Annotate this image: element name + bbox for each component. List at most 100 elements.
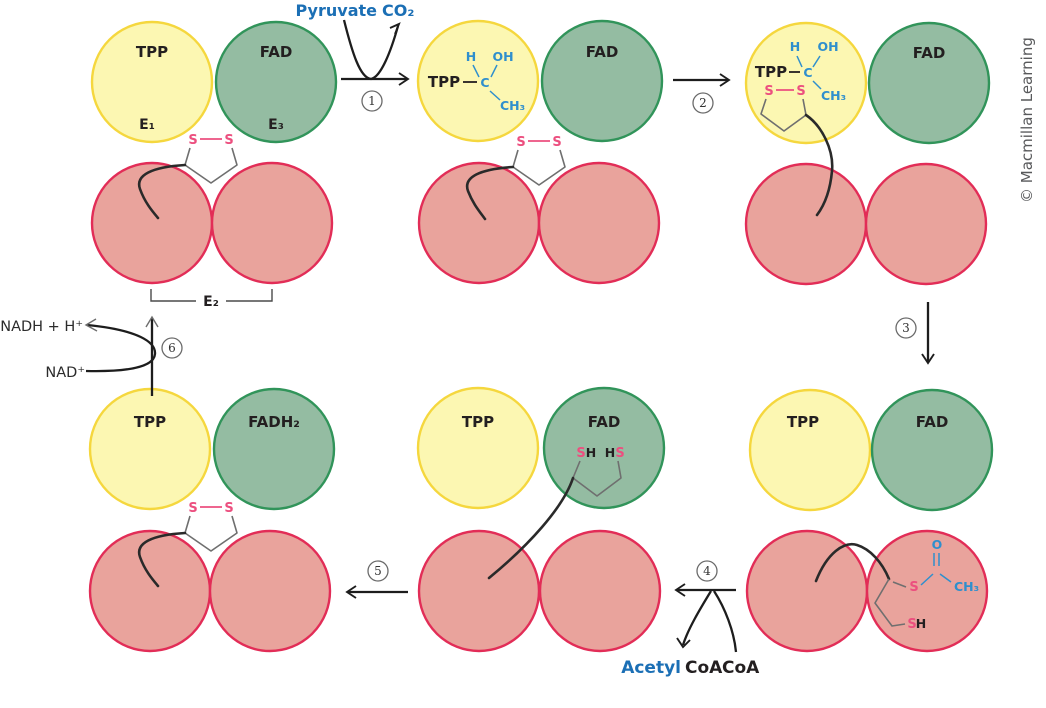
- panel-1: TPP E₁ FAD E₃ S S E₂: [90, 20, 338, 310]
- e2-core-circle-left: [417, 161, 541, 285]
- lipoamide-ring: [184, 515, 238, 552]
- step-2-badge: [692, 92, 714, 114]
- pyruvate-label: Pyruvate: [296, 1, 378, 20]
- e3-circle: [540, 19, 664, 143]
- step-4-badge: [696, 560, 718, 582]
- step-3-reaction: 3: [895, 302, 935, 365]
- tpp-label: TPP: [462, 413, 494, 431]
- step-5-badge: [367, 560, 389, 582]
- methyl-label: CH₃: [821, 88, 846, 103]
- sulfur-label: S: [516, 135, 525, 150]
- fad-label: FAD: [913, 44, 946, 62]
- dihydrolipoamide-chain: [874, 578, 906, 627]
- e2-bracket: [150, 289, 273, 302]
- step-5-reaction: 5: [345, 560, 408, 599]
- step-4-reaction: 4 Acetyl CoA CoA: [621, 560, 760, 678]
- acetyl-label: Acetyl: [621, 658, 681, 678]
- arrowhead-left-icon: [84, 318, 98, 332]
- panel-5: TPP FAD S H H S: [416, 386, 666, 653]
- panel-4: TPP FADH₂ S S: [88, 387, 336, 653]
- fad-label: FAD: [588, 413, 621, 431]
- arrowhead-left-icon: [674, 583, 686, 597]
- step-3-number: 3: [902, 321, 910, 335]
- e2-label: E₂: [203, 294, 219, 310]
- panel-3: FAD TPP C H OH CH₃ S S: [744, 21, 991, 286]
- e2-core-circle-right: [210, 161, 334, 285]
- nad-label: NAD⁺: [45, 365, 85, 381]
- c-ch3-bond: [812, 80, 822, 90]
- panel-2: FAD TPP C H OH CH₃ S S: [416, 19, 664, 285]
- lipoamide-arm: [137, 163, 187, 220]
- lipoamide-arm: [487, 476, 575, 580]
- thiol-hydrogen-label: H: [916, 616, 926, 631]
- lipoamide-arm: [137, 531, 187, 588]
- e1-circle: [416, 19, 540, 143]
- acetyl-coa-label: CoA: [685, 658, 723, 678]
- thiol-hydrogen-label: H: [605, 445, 615, 460]
- step-1-reaction: Pyruvate CO₂ 1: [296, 1, 414, 112]
- c-h-bond: [796, 55, 803, 68]
- e3-circle: [212, 387, 336, 511]
- s-c-bond: [920, 573, 934, 586]
- step-6-number: 6: [168, 341, 176, 355]
- lipoamide-ring: [760, 98, 807, 132]
- step-1-badge: [361, 90, 383, 112]
- tpp-label: TPP: [787, 413, 819, 431]
- step-4-number: 4: [703, 564, 711, 578]
- c-ch3-bond: [489, 90, 501, 101]
- step-2-reaction: 2: [673, 73, 731, 114]
- coa-label: CoA: [722, 658, 760, 678]
- e1-circle: [90, 20, 214, 144]
- e2-core-circle-left: [88, 529, 212, 653]
- sulfur-label: S: [224, 501, 233, 516]
- thiol-hydrogen-label: H: [586, 445, 596, 460]
- c-oh-bond: [812, 55, 821, 68]
- e3-circle: [870, 388, 994, 512]
- e2-core-circle-left: [90, 161, 214, 285]
- oxygen-label: O: [932, 537, 943, 552]
- pyruvate-co2-curve: [342, 19, 400, 81]
- arrowhead-up-icon: [145, 315, 159, 328]
- e1-circle: [416, 386, 540, 510]
- acetyl-coa-out-curve: [681, 590, 712, 646]
- tpp-label: TPP: [136, 43, 168, 61]
- step-5-number: 5: [374, 564, 382, 578]
- copyright-credit: © Macmillan Learning: [1018, 37, 1036, 203]
- c-oh-bond: [490, 64, 498, 78]
- nad-nadh-curve: [85, 323, 157, 373]
- sulfur-label: S: [552, 135, 561, 150]
- step-3-badge: [895, 317, 917, 339]
- arrowhead-up-icon: [389, 22, 401, 35]
- c-h-bond: [472, 64, 480, 78]
- e1-label: E₁: [139, 117, 155, 133]
- coa-in-curve: [713, 590, 738, 653]
- e3-circle: [214, 20, 338, 144]
- fad-label: FAD: [916, 413, 949, 431]
- dihydrolipoamide-chain: [572, 460, 622, 497]
- arrowhead-right-icon: [398, 72, 410, 86]
- thioester-sulfur-label: S: [909, 580, 918, 595]
- lipoamide-ring: [184, 147, 238, 184]
- e3-circle: [867, 21, 991, 145]
- e1-circle: [748, 388, 872, 512]
- tpp-label: TPP: [755, 63, 787, 81]
- hydroxyl-label: OH: [817, 39, 838, 54]
- hydrogen-label: H: [790, 39, 800, 54]
- arrowhead-down-icon: [676, 637, 691, 649]
- arrowhead-right-icon: [719, 73, 731, 87]
- c-ch3-bond: [939, 573, 952, 583]
- step-6-badge: [161, 337, 183, 359]
- e2-core-circle-left: [744, 162, 868, 286]
- e2-core-circle-right: [208, 529, 332, 653]
- e2-core-circle-right: [537, 161, 661, 285]
- e2-core-circle-right: [538, 529, 662, 653]
- step-2-number: 2: [699, 96, 707, 110]
- thiol-sulfur-label: S: [907, 617, 916, 632]
- fadh2-label: FADH₂: [248, 413, 300, 431]
- fad-label: FAD: [260, 43, 293, 61]
- step-6-reaction: NADH + H⁺ NAD⁺ 6: [0, 315, 183, 396]
- tpp-label: TPP: [428, 73, 460, 91]
- lipoamide-ring: [512, 149, 566, 186]
- hydrogen-label: H: [466, 49, 476, 64]
